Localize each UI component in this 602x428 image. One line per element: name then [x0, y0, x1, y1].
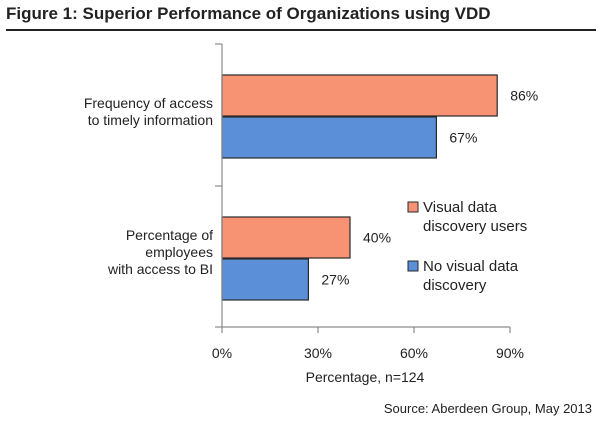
- legend: Visual data discovery users No visual data…: [407, 199, 527, 294]
- source-note: Source: Aberdeen Group, May 2013: [383, 401, 592, 416]
- axis-layer: [215, 43, 511, 333]
- data-label-s0-c0: 86%: [510, 88, 538, 104]
- category-label-1-line-1: employees: [145, 244, 213, 260]
- legend-label-1-line-1: discovery: [423, 277, 487, 294]
- x-tick-label-1: 30%: [304, 345, 332, 361]
- legend-label-0-line-0: Visual data: [423, 199, 498, 216]
- legend-label-0-line-1: discovery users: [423, 218, 527, 235]
- data-label-s1-c0: 67%: [449, 130, 477, 146]
- category-label-1-line-0: Percentage of: [126, 227, 213, 243]
- x-tick-label-2: 60%: [400, 345, 428, 361]
- data-label-s1-c1: 27%: [321, 272, 349, 288]
- bar-s0-c0: [221, 74, 498, 117]
- labels-layer: 86% 40% 67% 27% 0% 30% 60% 90% Frequency of acce…: [84, 88, 538, 362]
- legend-swatch-1: [407, 260, 419, 272]
- legend-swatch-0: [407, 201, 419, 213]
- data-label-s0-c1: 40%: [363, 230, 391, 246]
- figure-title: Figure 1: Superior Performance of Organi…: [6, 4, 491, 23]
- bar-s0-c1: [221, 216, 351, 259]
- category-label-1-line-2: with access to BI: [107, 261, 213, 277]
- x-tick-label-0: 0%: [212, 345, 232, 361]
- category-label-0-line-0: Frequency of access: [84, 95, 213, 111]
- bar-s1-c1: [221, 258, 310, 301]
- bar-s1-c0: [221, 116, 437, 159]
- title-divider: [6, 29, 596, 31]
- x-tick-label-3: 90%: [496, 345, 524, 361]
- category-label-0-line-1: to timely information: [88, 112, 213, 128]
- x-axis-title: Percentage, n=124: [306, 369, 425, 385]
- legend-label-1-line-0: No visual data: [423, 258, 519, 275]
